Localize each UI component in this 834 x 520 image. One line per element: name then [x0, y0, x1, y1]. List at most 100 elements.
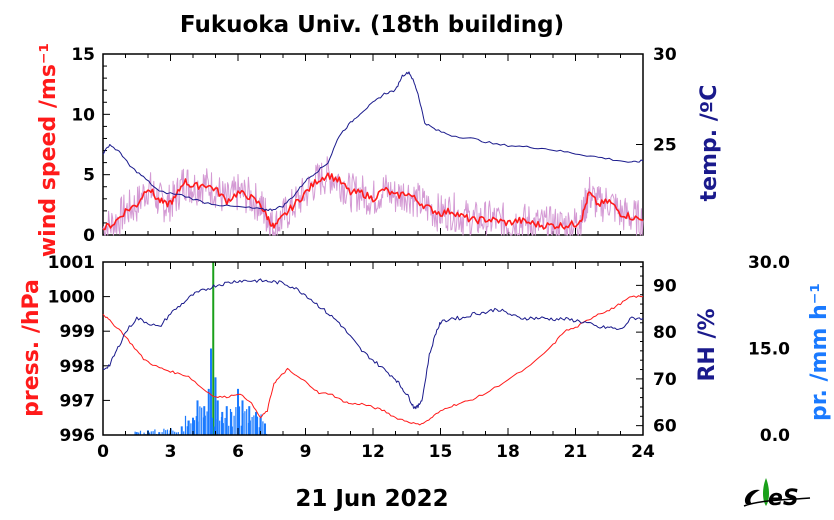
precip-bar	[237, 418, 239, 435]
precip-bar	[219, 420, 221, 435]
precip-bar	[174, 431, 176, 435]
precip-bar	[230, 411, 233, 435]
precip-bar	[175, 432, 178, 435]
precip-bar	[184, 415, 187, 435]
precip-bar	[134, 431, 136, 435]
x-tick-label: 18	[496, 442, 520, 462]
y-left-tick-label: 1000	[48, 288, 95, 308]
precip-bar	[251, 417, 253, 435]
precip-bar	[229, 408, 232, 435]
x-axis-date-label: 21 Jun 2022	[295, 486, 448, 512]
precip-bar	[260, 414, 262, 435]
precip-bar	[154, 429, 156, 435]
rh-line	[102, 278, 644, 410]
precip-bar	[197, 421, 199, 435]
precip-bar	[253, 415, 255, 435]
bottom-plot-frame	[102, 261, 644, 436]
y-left-tick-label: 996	[60, 426, 96, 446]
precip-bar	[247, 422, 250, 435]
y-right-tick-label: 80	[653, 323, 677, 343]
precip-bar	[195, 416, 197, 435]
precip-bar	[211, 417, 214, 435]
precip-bar	[181, 433, 183, 435]
y-far-right-tick-label: 30.0	[748, 253, 790, 273]
precip-bar	[199, 406, 201, 435]
precip-bar	[208, 422, 210, 435]
y-left-tick-label: 997	[60, 391, 96, 411]
precip-bar	[207, 388, 210, 435]
precip-bar	[212, 262, 215, 435]
precip-bar	[177, 432, 179, 435]
y-right-axis-label: temp. /ºC	[697, 85, 722, 202]
precip-bar	[238, 406, 241, 435]
precip-bar	[255, 411, 257, 435]
y-left-axis-label: press. /hPa	[19, 279, 44, 417]
precip-bar	[204, 415, 206, 435]
precip-bar	[246, 409, 248, 435]
precip-bar	[233, 415, 235, 435]
precip-bar	[242, 413, 244, 435]
precip-bar	[206, 411, 208, 435]
temperature-line	[102, 71, 644, 211]
x-tick-label: 21	[564, 442, 588, 462]
precip-bar	[203, 406, 206, 435]
y-right-tick-label: 30	[653, 45, 677, 65]
precip-bar	[158, 432, 161, 435]
precip-bar	[264, 425, 266, 435]
precip-bar	[180, 426, 183, 435]
y-left-tick-label: 10	[71, 105, 95, 125]
y-right-tick-label: 60	[653, 417, 677, 437]
top-plot-frame	[102, 53, 644, 236]
precip-bar	[190, 423, 192, 435]
precip-bar	[217, 417, 219, 435]
y-left-tick-label: 999	[60, 322, 96, 342]
x-tick-label: 0	[97, 442, 109, 462]
precip-bar	[186, 426, 188, 435]
y-left-axis-label: wind speed /ms⁻¹	[36, 43, 61, 257]
precip-bar	[150, 431, 152, 435]
precip-bar	[172, 430, 174, 435]
y-right-tick-label: 70	[653, 370, 677, 390]
x-tick-label: 6	[232, 442, 244, 462]
precip-bar	[161, 432, 163, 435]
y-far-right-tick-label: 15.0	[748, 340, 790, 360]
nes-logo: eS	[743, 478, 811, 511]
bottom-panel: 0 3 6 9 12 15 18 21 24 996 997 998 999 1000 1001 60 70 80…	[19, 253, 832, 462]
precip-bar	[262, 421, 264, 435]
precip-bar	[193, 420, 196, 435]
chart-title: Fukuoka Univ. (18th building)	[180, 12, 564, 38]
precip-bar	[139, 430, 142, 435]
precip-bar	[248, 406, 251, 435]
precip-bar	[225, 406, 228, 435]
precip-bar	[237, 388, 239, 435]
x-tick-label: 3	[165, 442, 177, 462]
precip-bar	[258, 427, 260, 435]
y-left-tick-label: 0	[83, 226, 95, 246]
wind-speed-line	[102, 172, 644, 231]
precip-bar	[221, 411, 224, 435]
y-left-tick-label: 5	[83, 166, 95, 186]
precip-bar	[231, 426, 233, 435]
y-right-tick-label: 90	[653, 276, 677, 296]
x-tick-label: 9	[300, 442, 312, 462]
precip-bar	[148, 432, 151, 435]
top-panel: 0 5 10 15 25 30 wind speed /ms⁻¹ temp. /ºC	[36, 43, 722, 257]
precip-bar	[201, 407, 203, 435]
y-far-right-tick-label: 0.0	[760, 426, 790, 446]
x-tick-label: 24	[631, 442, 655, 462]
pressure-line	[102, 295, 643, 426]
precip-bar	[256, 416, 259, 435]
precip-bar	[215, 419, 217, 435]
precip-bar	[213, 426, 215, 435]
precip-bar	[255, 424, 257, 435]
precip-bar	[170, 428, 172, 435]
precip-bar	[224, 417, 226, 435]
precip-bar	[202, 417, 205, 435]
precip-bar	[240, 425, 242, 435]
precip-bar	[228, 425, 230, 435]
y-right-axis-label: RH /%	[695, 308, 720, 381]
precip-bar	[163, 428, 165, 435]
precip-bar	[210, 415, 212, 435]
precip-bar	[220, 417, 223, 435]
